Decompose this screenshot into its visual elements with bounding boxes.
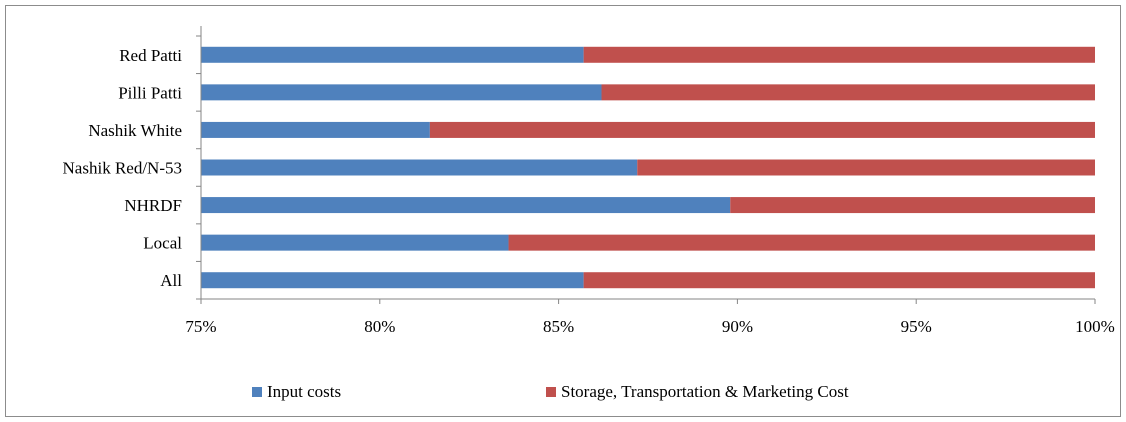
bar-storage-cost-3: [637, 159, 1095, 176]
bar-storage-cost-2: [429, 121, 1095, 138]
category-label: Red Patti: [119, 46, 182, 65]
bar-storage-cost-4: [730, 197, 1095, 214]
legend-swatch-input-costs: [252, 387, 262, 397]
x-tick-label: 95%: [901, 317, 932, 336]
bar-storage-cost-5: [508, 234, 1095, 251]
bar-storage-cost-1: [601, 84, 1095, 101]
bars-layer: [201, 46, 1095, 289]
axes-layer: [196, 26, 1096, 304]
labels-layer: Red Patti Pilli Patti Nashik White Nashik R…: [63, 46, 1115, 336]
x-tick-label: 100%: [1075, 317, 1115, 336]
bar-input-costs-6: [201, 272, 584, 289]
legend-label-storage-cost: Storage, Transportation & Marketing Cost: [561, 382, 849, 401]
legend-label-input-costs: Input costs: [267, 382, 342, 401]
x-tick-label: 80%: [364, 317, 395, 336]
legend-item-input-costs: Input costs: [252, 382, 341, 402]
bar-storage-cost-0: [583, 46, 1095, 63]
bar-input-costs-0: [201, 46, 584, 63]
legend: Input costs Storage, Transportation & Ma…: [0, 382, 1126, 406]
legend-swatch-storage-cost: [546, 387, 556, 397]
category-label: Nashik White: [88, 121, 182, 140]
category-label: Local: [143, 234, 182, 253]
category-label: All: [160, 271, 182, 290]
category-label: NHRDF: [124, 196, 182, 215]
x-tick-label: 90%: [722, 317, 753, 336]
x-tick-label: 85%: [543, 317, 574, 336]
bar-storage-cost-6: [583, 272, 1095, 289]
bar-input-costs-5: [201, 234, 509, 251]
bar-input-costs-2: [201, 121, 430, 138]
bar-input-costs-3: [201, 159, 638, 176]
bar-input-costs-4: [201, 197, 731, 214]
legend-item-storage-cost: Storage, Transportation & Marketing Cost: [546, 382, 849, 402]
category-label: Pilli Patti: [118, 83, 182, 102]
x-tick-label: 75%: [185, 317, 216, 336]
bar-input-costs-1: [201, 84, 602, 101]
category-label: Nashik Red/N-53: [63, 159, 182, 178]
